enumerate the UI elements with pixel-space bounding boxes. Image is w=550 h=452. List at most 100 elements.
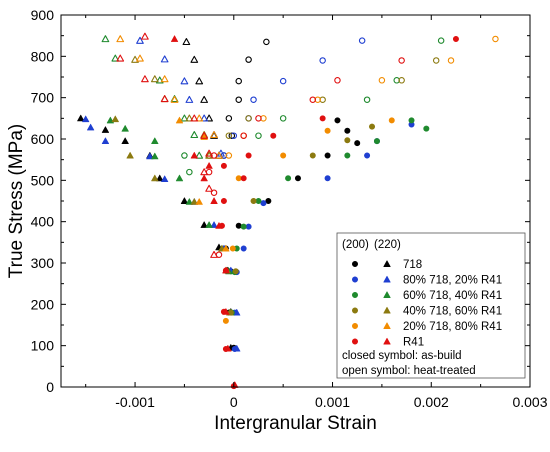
legend-circle-0 (351, 260, 358, 267)
data-point-s5-open-200-3 (210, 152, 218, 159)
legend-triangle-3 (383, 306, 391, 314)
data-point-s2-open-220-5 (111, 54, 120, 62)
data-point-s5-filled-220-5 (200, 174, 208, 182)
data-point-s5-open-220-1 (205, 184, 213, 192)
data-point-s0-filled-200-8 (354, 140, 361, 147)
data-point-s3-open-220-4 (150, 75, 159, 83)
y-tick-label-7: 700 (31, 90, 55, 106)
data-point-s4-open-220-6 (116, 35, 125, 43)
data-point-s3-filled-200-2 (250, 198, 257, 205)
data-point-s2-filled-200-8 (423, 125, 430, 132)
data-point-s3-open-200-5 (432, 57, 440, 64)
data-point-s4-filled-200-4 (324, 127, 331, 134)
data-point-s0-filled-200-10 (334, 117, 341, 124)
data-point-s1-open-200-4 (279, 77, 287, 85)
data-point-s3-filled-220-5 (126, 151, 134, 159)
legend-circle-1 (351, 276, 358, 283)
data-point-s1-filled-220-9 (87, 123, 95, 131)
data-point-s5-filled-220-0 (224, 344, 232, 352)
data-point-s5-open-220-7 (141, 75, 149, 83)
x-tick-label-2: 0.001 (315, 394, 350, 410)
legend-box (336, 232, 526, 379)
data-point-s1-filled-200-5 (260, 200, 267, 207)
data-point-s1-open-220-4 (180, 77, 189, 85)
data-point-s5-open-220-2 (200, 168, 209, 176)
data-point-s3-filled-200-3 (309, 152, 316, 159)
data-point-s2-open-220-1 (190, 131, 199, 139)
data-point-s3-open-220-0 (205, 151, 213, 159)
data-point-s4-open-220-3 (170, 95, 179, 103)
y-tick-label-5: 500 (31, 172, 55, 188)
x-tick-label-3: 0.002 (414, 394, 449, 410)
data-point-s5-filled-220-4 (210, 197, 218, 204)
data-point-s2-filled-220-4 (185, 198, 193, 205)
legend-triangle-4 (383, 322, 391, 329)
data-point-s3-filled-220-4 (151, 174, 159, 182)
data-point-s0-filled-220-8 (121, 137, 129, 145)
x-tick-label-4: 0.003 (512, 394, 547, 410)
data-point-s2-filled-200-6 (344, 152, 351, 159)
data-point-s5-filled-200-7 (245, 152, 252, 159)
data-point-s0-open-200-1 (228, 132, 236, 139)
data-point-s0-open-220-3 (200, 95, 209, 103)
data-point-s5-filled-220-3 (215, 222, 223, 229)
legend-note-1: open symbol: heat-treated (342, 365, 476, 377)
data-point-s5-open-200-6 (309, 96, 317, 103)
data-point-s1-filled-220-4 (210, 221, 218, 228)
y-tick-label-0: 0 (46, 379, 54, 395)
data-point-s0-open-220-2 (205, 114, 213, 122)
data-marks (77, 32, 499, 390)
y-tick-label-3: 300 (31, 255, 55, 271)
legend-circle-5 (351, 338, 358, 345)
data-point-s5-filled-200-4 (220, 198, 227, 205)
data-point-s4-filled-200-1 (229, 245, 236, 252)
data-point-s1-filled-220-8 (101, 137, 110, 145)
data-point-s0-open-220-6 (182, 38, 191, 46)
data-point-s4-open-220-0 (215, 151, 223, 159)
data-point-s1-open-200-6 (358, 37, 366, 44)
data-point-s0-filled-220-4 (200, 221, 208, 228)
data-point-s2-open-200-1 (181, 152, 188, 159)
data-point-s1-filled-200-6 (324, 175, 331, 182)
data-point-s4-filled-220-3 (175, 116, 184, 124)
data-point-s2-open-200-4 (363, 96, 371, 103)
data-point-s5-open-200-8 (398, 57, 405, 64)
data-point-s0-open-200-4 (235, 77, 242, 85)
data-point-s5-open-220-3 (205, 149, 213, 157)
data-point-s2-filled-220-8 (121, 125, 129, 132)
x-tick-label-1: 0 (230, 394, 238, 410)
data-point-s2-open-220-2 (180, 114, 189, 122)
data-point-s5-filled-220-8 (170, 35, 179, 42)
data-point-s5-filled-200-6 (220, 162, 227, 169)
legend-label-1: 80% 718, 20% R41 (403, 275, 502, 287)
data-point-s1-open-220-3 (185, 95, 194, 103)
data-point-s5-filled-220-9 (231, 381, 239, 388)
data-point-s1-filled-220-10 (82, 115, 90, 123)
legend-triangle-2 (383, 291, 391, 298)
data-point-s3-open-200-1 (225, 132, 233, 139)
legend: (200) (220)718 80% 718, 20% R41 60% 718, 40… (336, 232, 526, 379)
y-tick-label-1: 100 (31, 338, 55, 354)
y-tick-label-6: 600 (31, 131, 55, 147)
data-point-s5-open-200-7 (334, 77, 341, 84)
data-point-s5-open-200-4 (240, 132, 247, 139)
data-point-s3-open-200-2 (245, 115, 252, 122)
data-point-s2-open-220-4 (155, 76, 164, 84)
y-axis-title: True Stress (MPa) (6, 124, 27, 279)
data-point-s1-filled-220-6 (161, 175, 169, 183)
data-point-s3-filled-200-1 (232, 268, 239, 275)
data-point-s2-filled-200-3 (240, 223, 247, 230)
legend-circle-3 (351, 307, 358, 314)
legend-note-0: closed symbol: as-build (342, 350, 462, 362)
data-point-s0-open-200-5 (245, 56, 252, 63)
data-point-s2-open-200-6 (437, 37, 445, 44)
data-point-s3-filled-220-6 (111, 115, 119, 123)
data-point-s0-filled-220-10 (77, 114, 85, 122)
data-point-s4-open-220-5 (136, 54, 144, 62)
data-point-s1-open-220-2 (200, 114, 209, 122)
data-point-s1-open-200-3 (250, 96, 257, 103)
data-point-s1-open-220-6 (136, 36, 144, 44)
data-point-s5-filled-200-5 (240, 175, 247, 182)
